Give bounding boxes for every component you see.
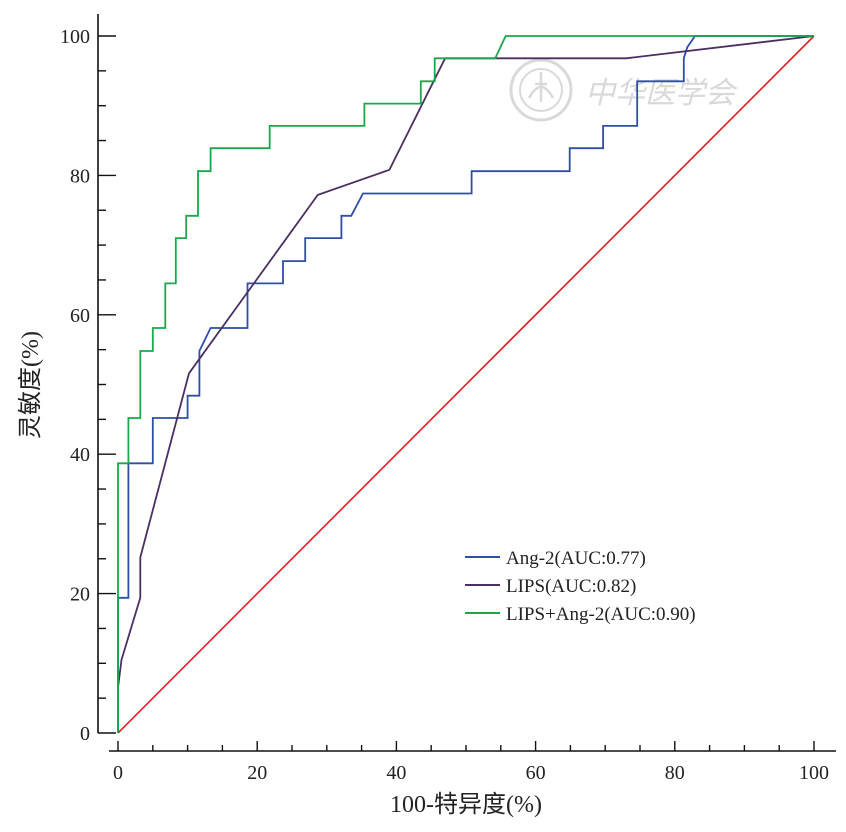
axes bbox=[97, 14, 836, 752]
y-axis-title: 灵敏度(%) bbox=[17, 331, 44, 439]
legend: Ang-2(AUC:0.77) LIPS(AUC:0.82) LIPS+Ang-2(… bbox=[465, 548, 696, 625]
x-tick-label: 20 bbox=[247, 762, 267, 784]
reference-line bbox=[117, 35, 815, 734]
x-tick-label: 60 bbox=[526, 762, 546, 784]
y-tick-label: 0 bbox=[80, 723, 90, 745]
plot-area bbox=[117, 35, 815, 734]
legend-label-2: LIPS(AUC:0.82) bbox=[506, 576, 636, 597]
x-tick-label: 0 bbox=[113, 762, 123, 784]
watermark-text: 中华医学会 bbox=[585, 77, 738, 110]
x-tick-label: 100 bbox=[799, 762, 829, 784]
watermark: 中华医学会 bbox=[509, 58, 738, 122]
series-line-2 bbox=[117, 35, 815, 688]
x-tick-label: 80 bbox=[665, 762, 685, 784]
legend-label-3: LIPS+Ang-2(AUC:0.90) bbox=[506, 604, 696, 625]
y-tick-label: 80 bbox=[70, 165, 90, 187]
x-tick-label: 40 bbox=[386, 762, 406, 784]
emblem-icon bbox=[509, 58, 573, 122]
y-tick-label: 60 bbox=[70, 305, 90, 327]
legend-label-1: Ang-2(AUC:0.77) bbox=[506, 548, 646, 569]
series-line-3 bbox=[117, 35, 814, 733]
y-tick-label: 100 bbox=[60, 26, 90, 48]
ticks: 0 20 40 60 80 100 0 20 40 60 80 100 bbox=[60, 26, 829, 784]
series-line-1 bbox=[117, 35, 814, 733]
y-tick-label: 40 bbox=[70, 444, 90, 466]
x-axis-title: 100-特异度(%) bbox=[390, 791, 542, 818]
y-tick-label: 20 bbox=[70, 584, 90, 606]
